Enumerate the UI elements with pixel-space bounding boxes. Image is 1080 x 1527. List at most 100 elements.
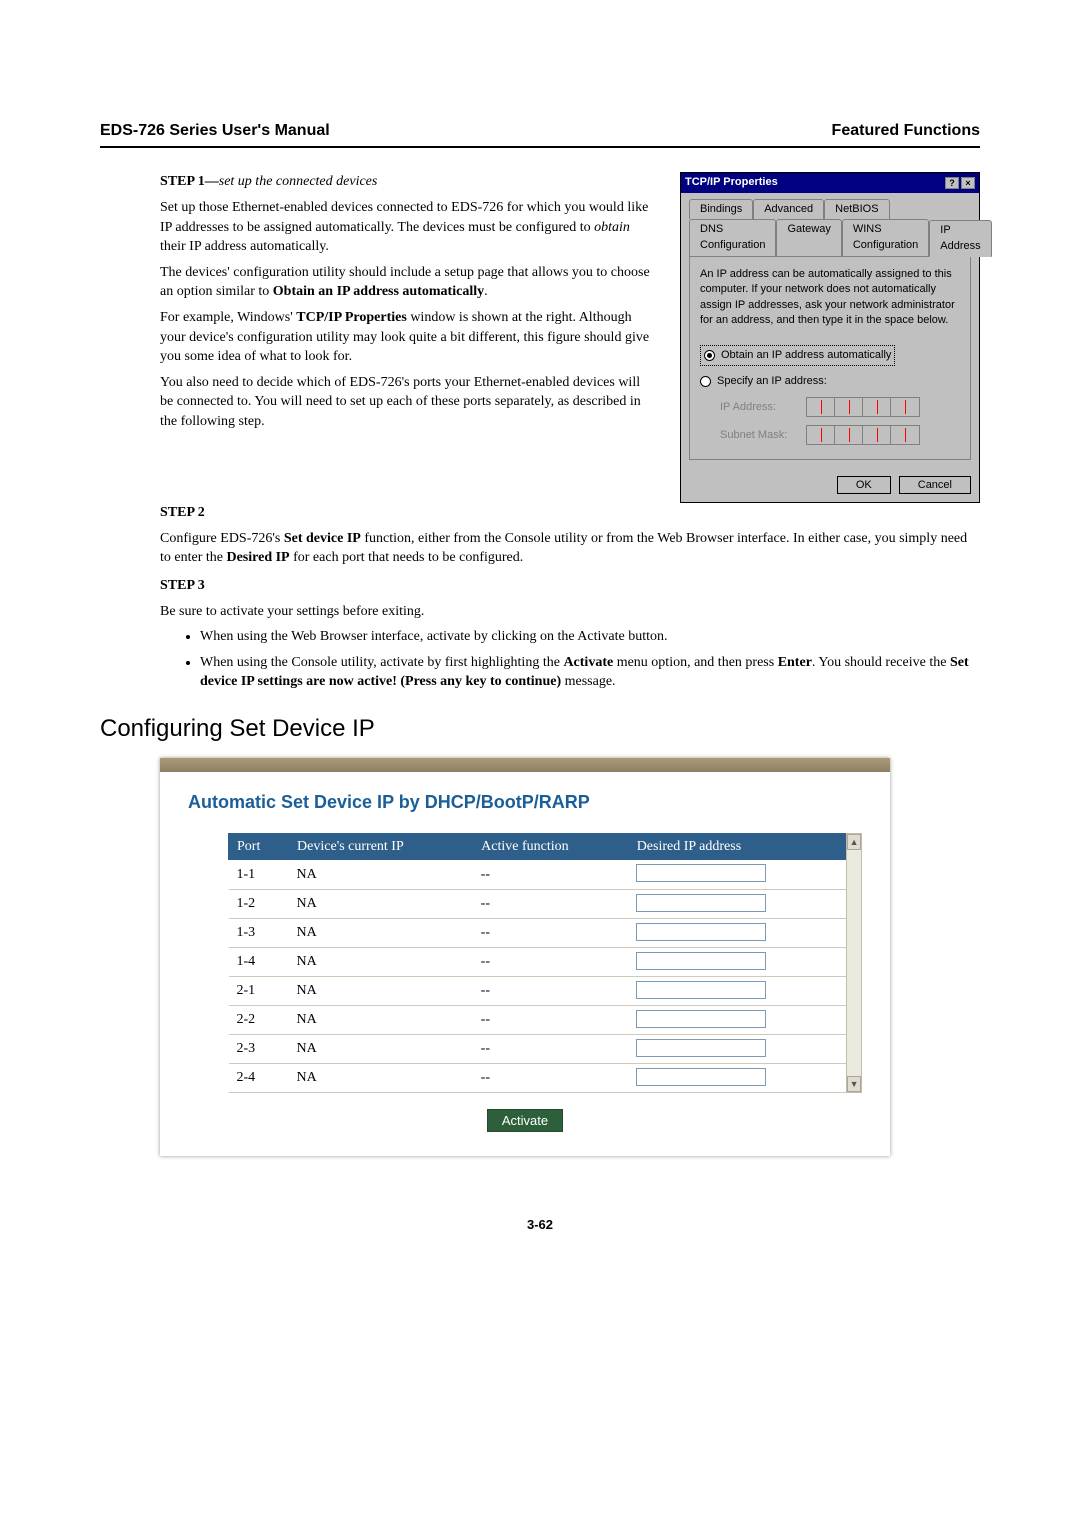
cell-current-ip: NA xyxy=(289,1034,473,1063)
step3-bullet-list: When using the Web Browser interface, ac… xyxy=(200,627,980,692)
subnet-mask-input[interactable] xyxy=(806,425,920,445)
radio-specify[interactable]: Specify an IP address: xyxy=(700,374,960,389)
cancel-button[interactable]: Cancel xyxy=(899,476,971,494)
panel-top-bar xyxy=(160,758,890,772)
col-port: Port xyxy=(229,833,289,860)
step1-para4: You also need to decide which of EDS-726… xyxy=(160,373,656,432)
desired-ip-input[interactable] xyxy=(636,1039,766,1057)
cell-port: 2-4 xyxy=(229,1064,289,1093)
tab-wins[interactable]: WINS Configuration xyxy=(842,219,929,256)
step3-para: Be sure to activate your settings before… xyxy=(160,602,980,622)
panel-title: Automatic Set Device IP by DHCP/BootP/RA… xyxy=(188,790,862,815)
table-row: 2-1NA-- xyxy=(229,976,846,1005)
cell-port: 1-1 xyxy=(229,860,289,889)
cell-current-ip: NA xyxy=(289,918,473,947)
radio-obtain-auto[interactable]: Obtain an IP address automatically xyxy=(700,345,895,366)
text-bold: Obtain an IP address automatically xyxy=(273,284,484,299)
text-italic: obtain xyxy=(594,220,630,235)
tab-netbios[interactable]: NetBIOS xyxy=(824,199,889,219)
step2-label: STEP 2 xyxy=(160,505,205,520)
desired-ip-input[interactable] xyxy=(636,952,766,970)
text: menu option, and then press xyxy=(613,655,777,670)
text: message. xyxy=(561,674,615,689)
col-desired-ip: Desired IP address xyxy=(628,833,845,860)
ok-button[interactable]: OK xyxy=(837,476,891,494)
text: for each port that needs to be configure… xyxy=(290,550,524,565)
tab-dns[interactable]: DNS Configuration xyxy=(689,219,776,256)
table-row: 1-4NA-- xyxy=(229,947,846,976)
page-header: EDS-726 Series User's Manual Featured Fu… xyxy=(100,120,980,148)
cell-port: 2-3 xyxy=(229,1034,289,1063)
page-number: 3-62 xyxy=(100,1216,980,1234)
step1-label: STEP 1— xyxy=(160,174,219,189)
cell-desired-ip xyxy=(628,1005,845,1034)
desired-ip-input[interactable] xyxy=(636,981,766,999)
radio-dot-icon xyxy=(704,350,715,361)
field-label: Subnet Mask: xyxy=(720,428,798,443)
field-label: IP Address: xyxy=(720,400,798,415)
cell-active-fn: -- xyxy=(473,860,629,889)
step1-para3: For example, Windows' TCP/IP Properties … xyxy=(160,308,656,367)
desired-ip-input[interactable] xyxy=(636,894,766,912)
tab-advanced[interactable]: Advanced xyxy=(753,199,824,219)
cell-active-fn: -- xyxy=(473,1034,629,1063)
step1-para1: Set up those Ethernet-enabled devices co… xyxy=(160,198,656,257)
cell-desired-ip xyxy=(628,947,845,976)
text: Configure EDS-726's xyxy=(160,531,284,546)
desired-ip-input[interactable] xyxy=(636,1068,766,1086)
cell-current-ip: NA xyxy=(289,860,473,889)
header-left: EDS-726 Series User's Manual xyxy=(100,120,330,142)
cell-active-fn: -- xyxy=(473,947,629,976)
cell-port: 2-2 xyxy=(229,1005,289,1034)
step1-heading: STEP 1—set up the connected devices xyxy=(160,172,656,192)
step2-heading: STEP 2 xyxy=(160,503,980,523)
cell-active-fn: -- xyxy=(473,1005,629,1034)
scroll-up-icon[interactable]: ▲ xyxy=(847,834,861,850)
desired-ip-input[interactable] xyxy=(636,1010,766,1028)
cell-current-ip: NA xyxy=(289,976,473,1005)
desired-ip-input[interactable] xyxy=(636,864,766,882)
help-icon[interactable]: ? xyxy=(945,177,959,189)
tab-ip-address[interactable]: IP Address xyxy=(929,220,991,257)
cell-desired-ip xyxy=(628,860,845,889)
cell-active-fn: -- xyxy=(473,889,629,918)
cell-active-fn: -- xyxy=(473,918,629,947)
scroll-thumb[interactable] xyxy=(849,852,859,1074)
activate-button[interactable]: Activate xyxy=(487,1109,563,1132)
close-icon[interactable]: × xyxy=(961,177,975,189)
cell-current-ip: NA xyxy=(289,947,473,976)
ip-panel-description: An IP address can be automatically assig… xyxy=(700,267,960,329)
cell-desired-ip xyxy=(628,1064,845,1093)
step1-subtitle: set up the connected devices xyxy=(219,174,378,189)
ip-address-input[interactable] xyxy=(806,397,920,417)
tab-bindings[interactable]: Bindings xyxy=(689,199,753,219)
scroll-down-icon[interactable]: ▼ xyxy=(847,1076,861,1092)
field-subnet-mask: Subnet Mask: xyxy=(720,425,960,445)
cell-active-fn: -- xyxy=(473,976,629,1005)
desired-ip-input[interactable] xyxy=(636,923,766,941)
table-row: 2-4NA-- xyxy=(229,1064,846,1093)
auto-set-device-ip-panel: Automatic Set Device IP by DHCP/BootP/RA… xyxy=(160,758,890,1157)
col-current-ip: Device's current IP xyxy=(289,833,473,860)
text-bold: Enter xyxy=(778,655,812,670)
text-bold: Activate xyxy=(563,655,613,670)
text: their IP address automatically. xyxy=(160,239,329,254)
text: Set up those Ethernet-enabled devices co… xyxy=(160,200,648,235)
text-bold: TCP/IP Properties xyxy=(296,310,407,325)
tab-gateway[interactable]: Gateway xyxy=(776,219,841,256)
step3-heading: STEP 3 xyxy=(160,576,980,596)
cell-port: 2-1 xyxy=(229,976,289,1005)
col-active-fn: Active function xyxy=(473,833,629,860)
cell-desired-ip xyxy=(628,1034,845,1063)
radio-label: Specify an IP address: xyxy=(717,374,827,389)
step2-para: Configure EDS-726's Set device IP functi… xyxy=(160,529,980,568)
radio-dot-icon xyxy=(700,376,711,387)
table-row: 2-3NA-- xyxy=(229,1034,846,1063)
step3-label: STEP 3 xyxy=(160,578,205,593)
header-right: Featured Functions xyxy=(832,120,980,142)
cell-current-ip: NA xyxy=(289,1005,473,1034)
tab-panel-ip: An IP address can be automatically assig… xyxy=(689,256,971,460)
table-scrollbar[interactable]: ▲ ▼ xyxy=(846,833,862,1093)
step1-para2: The devices' configuration utility shoul… xyxy=(160,263,656,302)
dialog-tabs: Bindings Advanced NetBIOS DNS Configurat… xyxy=(689,199,971,256)
